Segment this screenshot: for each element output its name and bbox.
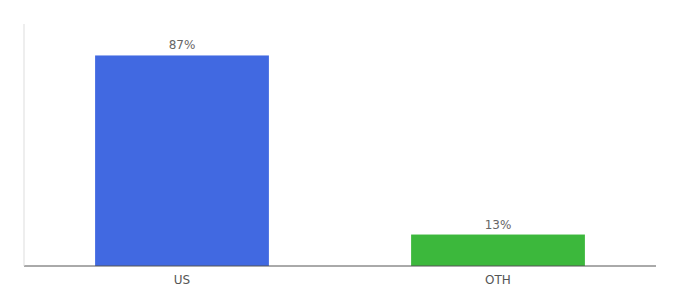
x-tick-labels: US OTH — [174, 273, 511, 287]
data-label: 87% — [169, 38, 196, 52]
data-labels: 87% 13% — [169, 38, 512, 231]
bar — [411, 235, 585, 266]
chart-container: 87% 13% US OTH — [0, 0, 680, 300]
x-axis-line — [24, 266, 656, 267]
data-label: 13% — [485, 218, 512, 232]
bar — [95, 55, 269, 266]
y-axis-line — [24, 24, 25, 266]
x-tick-label: US — [174, 273, 190, 287]
page: {"chart_data": {"type": "bar", "categori… — [0, 0, 680, 300]
bars — [95, 55, 585, 266]
chart-svg: 87% 13% US OTH — [0, 0, 680, 300]
x-tick-label: OTH — [485, 273, 511, 287]
